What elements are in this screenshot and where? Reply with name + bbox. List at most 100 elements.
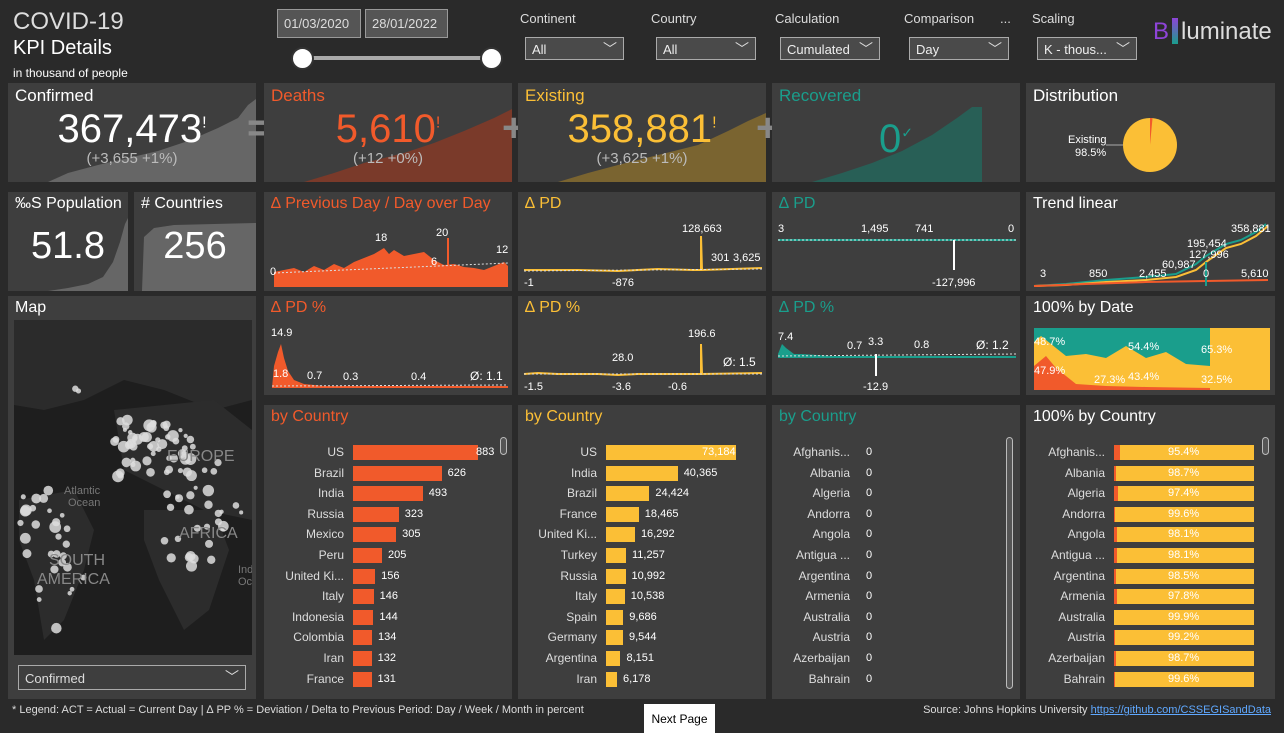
existing-share-bar[interactable] <box>1116 548 1254 563</box>
country-label[interactable]: Armenia <box>1060 589 1105 604</box>
country-label[interactable]: Algeria <box>812 486 850 501</box>
map-marker[interactable] <box>31 493 42 504</box>
country-label[interactable]: Germany <box>547 630 597 645</box>
map-marker[interactable] <box>193 485 198 490</box>
country-label[interactable]: Azerbaijan <box>793 651 850 665</box>
map-marker[interactable] <box>59 552 67 560</box>
deaths-share-bar[interactable] <box>1114 651 1116 666</box>
map-marker[interactable] <box>239 510 244 515</box>
map-marker[interactable] <box>207 555 216 564</box>
deaths-share-bar[interactable] <box>1114 465 1116 481</box>
map-marker[interactable] <box>160 536 169 545</box>
trend-panel[interactable]: Trend linear 358,881 195,454 127,996 60,… <box>1026 192 1275 291</box>
date-to-field[interactable]: 28/01/2022 <box>365 9 448 38</box>
map-marker[interactable] <box>184 453 197 465</box>
deaths-bar[interactable] <box>353 527 397 543</box>
existing-pd-panel[interactable]: ∆ PD 128,663 301 3,625 -1 -876 <box>518 192 766 291</box>
country-label[interactable]: France <box>306 671 344 686</box>
existing-bar[interactable] <box>606 465 678 481</box>
map-marker[interactable] <box>47 550 55 558</box>
map-marker[interactable] <box>19 532 31 544</box>
recovered-pd-panel[interactable]: ∆ PD 3 1,495 741 0 -127,996 <box>772 192 1020 291</box>
country-label[interactable]: Indonesia <box>291 609 344 624</box>
map-marker[interactable] <box>204 500 213 509</box>
country-label[interactable]: Algeria <box>1067 486 1105 501</box>
existing-share-bar[interactable] <box>1116 568 1254 584</box>
map-marker[interactable] <box>201 467 208 474</box>
country-label[interactable]: Turkey <box>560 548 597 562</box>
map-marker[interactable] <box>50 565 59 574</box>
country-label[interactable]: US <box>327 445 344 459</box>
country-label[interactable]: Italy <box>574 589 597 604</box>
map-marker[interactable] <box>220 526 227 532</box>
map-marker[interactable] <box>75 388 82 394</box>
map-marker[interactable] <box>186 491 195 500</box>
deaths-by-country-panel[interactable]: by Country US 883 Brazil 626 India 493 Russia 3… <box>264 405 512 699</box>
map-marker[interactable] <box>138 431 149 442</box>
existing-bar[interactable] <box>606 609 624 625</box>
existing-pdp-panel[interactable]: ∆ PD % 196.6 28.0 Ø: 1.5 -1.5 -3.6 -0.6 <box>518 296 766 395</box>
country-label[interactable]: Austria <box>812 630 850 645</box>
scaling-dropdown[interactable]: K - thous... ﹀ <box>1037 37 1137 60</box>
country-label[interactable]: Brazil <box>313 465 344 480</box>
country-label[interactable]: Russia <box>560 568 597 583</box>
map-marker[interactable] <box>165 465 174 474</box>
deaths-share-bar[interactable] <box>1114 630 1116 646</box>
map-marker[interactable] <box>31 520 41 529</box>
country-label[interactable]: Italy <box>321 589 344 604</box>
map-marker[interactable] <box>175 494 180 499</box>
country-label[interactable]: Armenia <box>805 589 850 604</box>
source-link[interactable]: https://github.com/CSSEGISandData <box>1090 704 1271 716</box>
deaths-share-bar[interactable] <box>1114 548 1117 563</box>
date-slider-end-handle[interactable] <box>480 47 503 70</box>
deaths-bar[interactable] <box>353 548 383 563</box>
calculation-dropdown[interactable]: Cumulated ﹀ <box>780 37 880 60</box>
map-marker[interactable] <box>205 539 214 548</box>
country-label[interactable]: Afghanis... <box>1048 445 1105 459</box>
country-label[interactable]: India <box>317 486 344 501</box>
map-marker[interactable] <box>166 553 176 563</box>
map-marker[interactable] <box>182 467 192 477</box>
map-marker[interactable] <box>51 622 62 634</box>
map-marker[interactable] <box>121 414 133 426</box>
map-marker[interactable] <box>20 494 26 500</box>
deaths-bar[interactable] <box>353 609 374 625</box>
map-marker[interactable] <box>69 586 75 592</box>
map-marker[interactable] <box>214 458 222 467</box>
deaths-share-bar[interactable] <box>1114 589 1118 605</box>
map-card[interactable]: Map EUROPE Atlantic Ocean SOUTH AMERICA … <box>8 296 256 699</box>
existing-share-bar[interactable] <box>1115 630 1254 646</box>
world-map[interactable]: EUROPE Atlantic Ocean SOUTH AMERICA AFRI… <box>14 320 252 655</box>
map-marker[interactable] <box>147 443 154 450</box>
map-marker[interactable] <box>67 591 72 596</box>
map-marker[interactable] <box>185 560 198 572</box>
country-label[interactable]: Albania <box>1064 465 1105 480</box>
recovered-pdp-panel[interactable]: ∆ PD % 7.4 0.7 3.3 0.8 Ø: 1.2 -12.9 <box>772 296 1020 395</box>
map-marker[interactable] <box>133 436 138 441</box>
country-label[interactable]: Austria <box>1067 630 1105 645</box>
country-label[interactable]: Bahrain <box>1063 671 1105 686</box>
deaths-share-bar[interactable] <box>1114 527 1117 543</box>
country-label[interactable]: Bahrain <box>808 671 850 686</box>
country-label[interactable]: France <box>559 506 597 521</box>
country-label[interactable]: Azerbaijan <box>1048 651 1105 665</box>
map-marker[interactable] <box>181 451 187 456</box>
by-date-panel[interactable]: 100% by Date 48.7% 47.9% 54.4% 65.3% 27.… <box>1026 296 1275 395</box>
country-label[interactable]: India <box>570 465 597 480</box>
map-marker[interactable] <box>174 535 182 543</box>
map-marker[interactable] <box>232 502 240 509</box>
deaths-share-bar[interactable] <box>1114 445 1121 460</box>
map-marker[interactable] <box>157 439 168 450</box>
map-marker[interactable] <box>39 493 49 503</box>
map-marker[interactable] <box>189 443 196 450</box>
map-marker[interactable] <box>63 562 72 572</box>
map-marker[interactable] <box>47 508 52 514</box>
map-marker[interactable] <box>121 457 132 468</box>
existing-bar[interactable] <box>606 445 736 460</box>
map-marker[interactable] <box>22 549 32 559</box>
map-marker[interactable] <box>130 460 142 472</box>
deaths-share-bar[interactable] <box>1114 486 1118 502</box>
deaths-share-bar[interactable] <box>1114 506 1115 522</box>
country-label[interactable]: Andorra <box>1062 506 1105 521</box>
map-marker[interactable] <box>55 533 62 540</box>
